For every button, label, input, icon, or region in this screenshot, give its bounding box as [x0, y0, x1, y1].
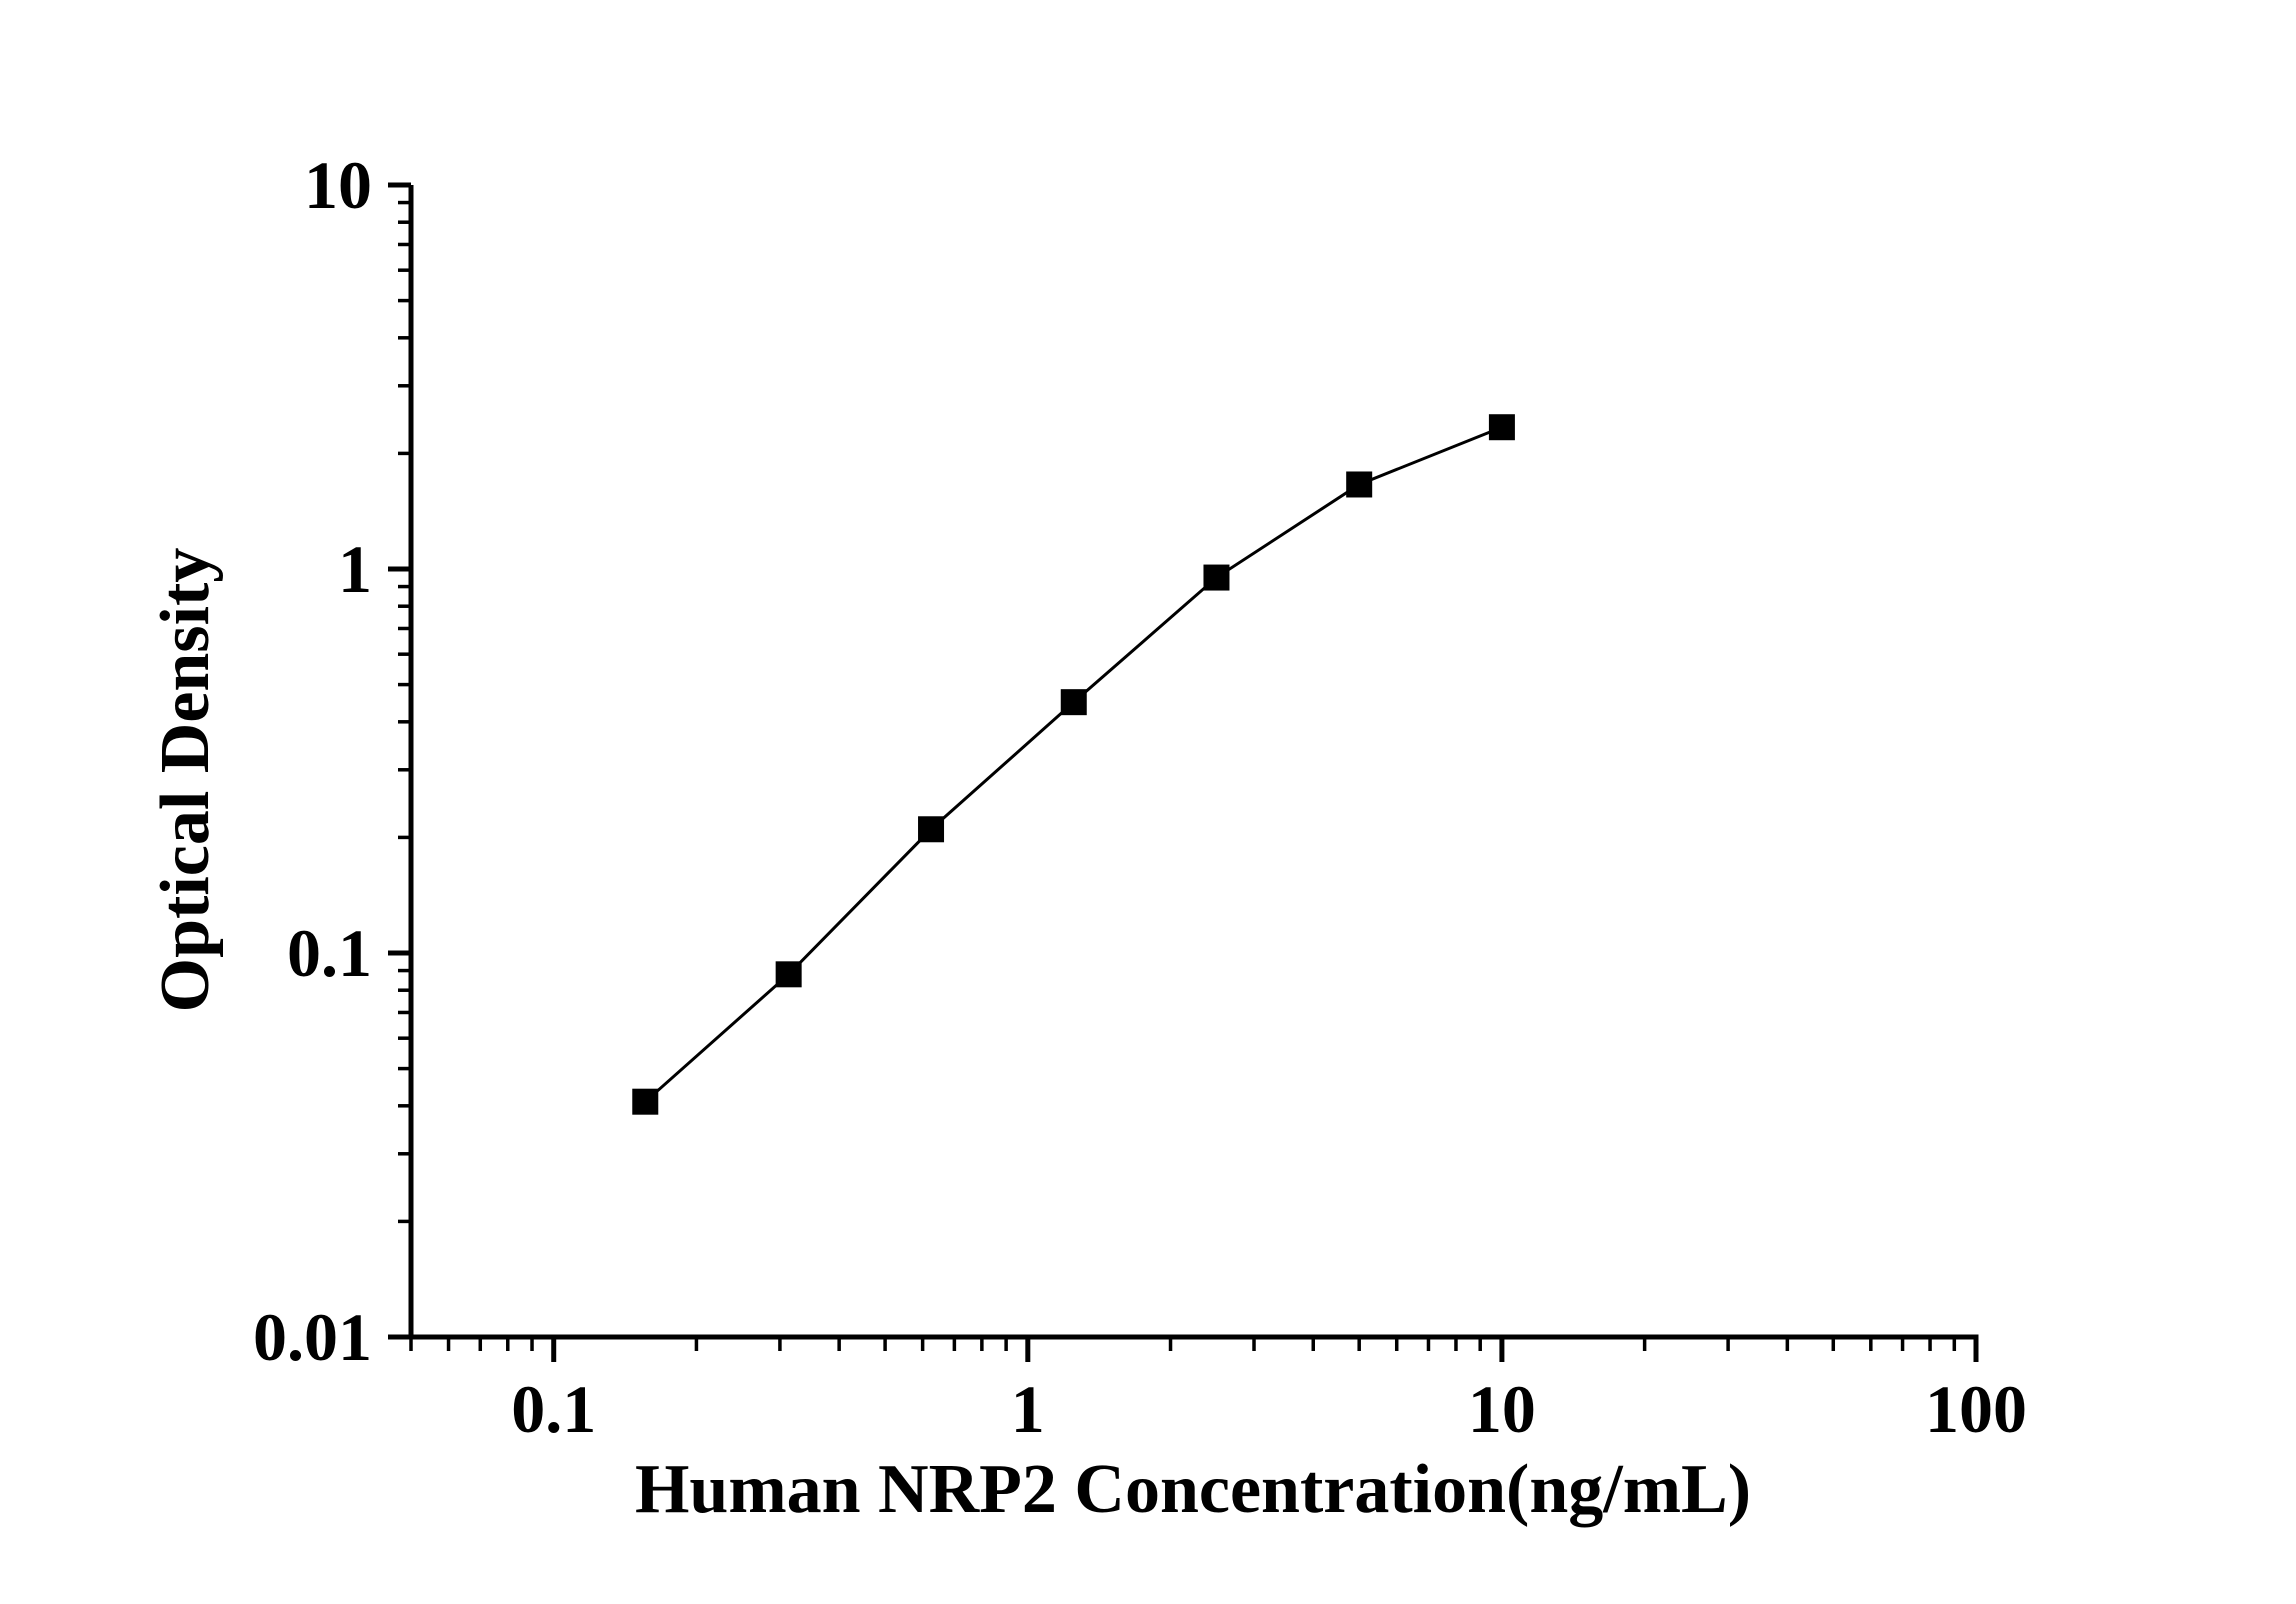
data-point-marker-5	[1346, 471, 1373, 498]
data-point-marker-0	[632, 1088, 659, 1115]
data-point-marker-6	[1488, 414, 1515, 441]
axes-layer: 0.1 1 10 100 0.01 0.1 1 10	[253, 147, 2027, 1447]
y-tick-label-10: 10	[304, 147, 372, 223]
x-axis-title: Human NRP2 Concentration(ng/mL)	[635, 1451, 1751, 1528]
y-tick-label-0.1: 0.1	[287, 915, 372, 991]
standard-curve-line	[644, 425, 1503, 1103]
y-tick-label-1: 1	[338, 531, 372, 607]
data-point-marker-4	[1203, 564, 1230, 591]
x-tick-label-10: 10	[1468, 1371, 1536, 1447]
y-axis-title: Optical Density	[147, 548, 224, 1013]
data-point-marker-2	[918, 816, 945, 843]
series-layer	[632, 414, 1515, 1115]
data-point-marker-3	[1060, 689, 1087, 716]
x-tick-label-0.1: 0.1	[511, 1371, 596, 1447]
x-tick-label-100: 100	[1925, 1371, 2027, 1447]
x-tick-label-1: 1	[1011, 1371, 1045, 1447]
data-point-marker-1	[775, 961, 802, 988]
y-tick-label-0.01: 0.01	[253, 1299, 372, 1375]
